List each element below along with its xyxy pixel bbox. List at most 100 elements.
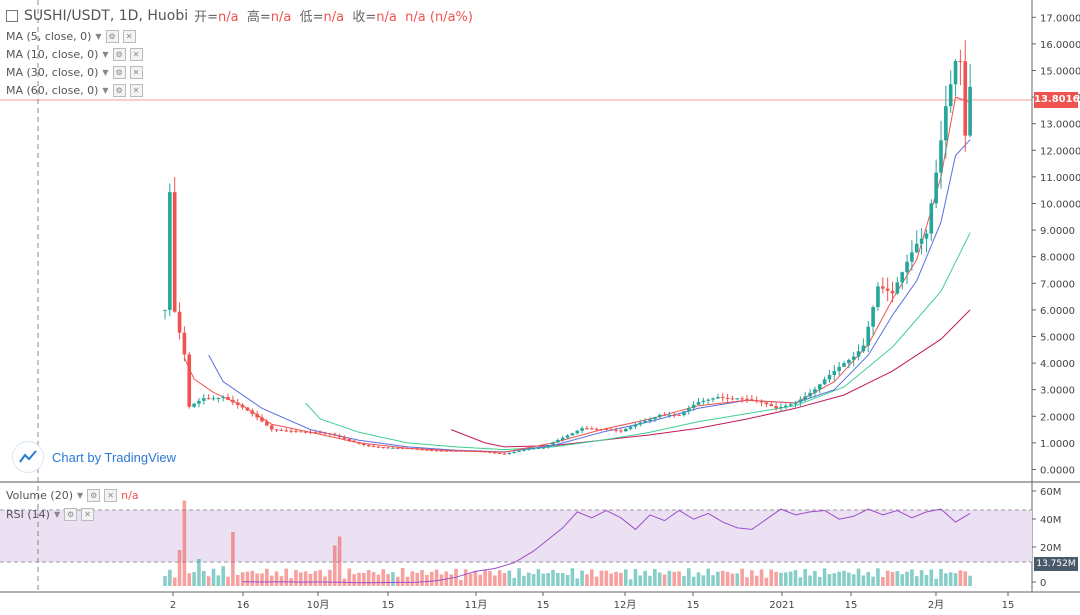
volume-bar — [488, 571, 492, 586]
time-tick-label: 11月 — [465, 599, 488, 611]
volume-bar — [313, 571, 318, 586]
volume-bar — [788, 571, 793, 586]
volume-bar — [609, 573, 613, 586]
volume-bar — [948, 572, 953, 586]
volume-bar — [687, 568, 691, 586]
settings-icon[interactable]: ⚙ — [112, 48, 126, 61]
candle-body — [231, 399, 235, 403]
candle-body — [197, 400, 201, 404]
candle-body — [769, 404, 774, 407]
main-pane[interactable] — [0, 0, 1032, 482]
volume-bar — [905, 571, 909, 586]
volume-bar — [750, 570, 754, 586]
candle-body — [594, 428, 599, 430]
volume-bar — [779, 572, 783, 586]
indicator-ma10[interactable]: MA (10, close, 0) ▼ ⚙ ✕ — [6, 48, 143, 61]
volume-bar — [599, 570, 604, 586]
volume-bar — [784, 572, 788, 586]
indicator-label: MA (30, close, 0) — [6, 66, 99, 79]
candle-body — [444, 450, 449, 452]
candle-body — [876, 286, 880, 308]
candle-body — [541, 447, 546, 449]
volume-bar — [381, 569, 386, 586]
low-label: 低= — [299, 10, 324, 25]
candle-body — [691, 404, 696, 408]
candle-body — [822, 379, 827, 385]
volume-bar — [362, 572, 366, 586]
price-tick-label: 6.0000 — [1040, 306, 1075, 317]
close-icon[interactable]: ✕ — [129, 84, 143, 97]
chevron-down-icon[interactable]: ▼ — [53, 510, 61, 519]
settings-icon[interactable]: ⚙ — [112, 84, 126, 97]
volume-bar — [643, 570, 647, 586]
tradingview-link[interactable]: Chart by TradingView — [52, 449, 177, 465]
candle-body — [468, 450, 473, 452]
volume-bar — [740, 568, 744, 586]
rsi-line-group — [242, 508, 971, 584]
volume-bar — [221, 566, 225, 586]
candle-body — [526, 449, 531, 451]
chevron-down-icon[interactable]: ▼ — [77, 491, 84, 500]
close-label: 收= — [352, 10, 377, 25]
close-icon[interactable]: ✕ — [129, 48, 143, 61]
candle-body — [328, 433, 332, 435]
candle-body — [206, 398, 211, 400]
indicator-ma5[interactable]: MA (5, close, 0) ▼ ⚙ ✕ — [6, 30, 136, 43]
volume-bar — [876, 568, 880, 586]
candle-body — [575, 430, 580, 434]
volume-bar — [332, 545, 337, 586]
indicator-label: MA (5, close, 0) — [6, 30, 92, 43]
volume-bar — [837, 571, 841, 586]
settings-icon[interactable]: ⚙ — [87, 489, 101, 502]
chevron-down-icon[interactable]: ▼ — [102, 86, 109, 95]
close-icon[interactable]: ✕ — [81, 508, 95, 521]
volume-bar — [265, 568, 269, 586]
symbol-title[interactable]: SUSHI/USDT, 1D, Huobi — [24, 7, 189, 24]
candle-body — [473, 451, 478, 453]
price-axis[interactable]: 17.000016.000015.000014.000013.000012.00… — [1032, 13, 1080, 477]
candle-body — [216, 397, 221, 399]
candle-body — [323, 432, 327, 434]
volume-bar — [677, 571, 681, 586]
collapse-icon[interactable] — [6, 9, 18, 22]
settings-icon[interactable]: ⚙ — [105, 30, 119, 43]
volume-axis[interactable]: 60M 40M 20M 0 — [1032, 487, 1061, 589]
volume-bar — [328, 569, 332, 586]
chevron-down-icon[interactable]: ▼ — [102, 50, 109, 59]
chevron-down-icon[interactable]: ▼ — [102, 68, 109, 77]
volume-bar — [682, 576, 686, 586]
candle-body — [386, 447, 390, 449]
candle-body — [226, 397, 230, 400]
volume-bar — [245, 571, 250, 586]
time-axis[interactable]: 2 16 10月 15 11月 15 12月 15 2021 15 2月 15 — [170, 592, 1015, 611]
candle-body — [648, 419, 652, 421]
indicator-rsi[interactable]: RSI (14) ▼ ⚙ ✕ — [6, 508, 95, 521]
volume-bar — [497, 570, 502, 586]
indicator-ma30[interactable]: MA (30, close, 0) ▼ ⚙ ✕ — [6, 66, 143, 79]
close-icon[interactable]: ✕ — [129, 66, 143, 79]
settings-icon[interactable]: ⚙ — [112, 66, 126, 79]
volume-bar — [570, 568, 575, 586]
candles — [163, 40, 972, 455]
candle-body — [963, 61, 968, 136]
close-icon[interactable]: ✕ — [104, 489, 118, 502]
tradingview-badge[interactable]: Chart by TradingView — [12, 441, 176, 473]
settings-icon[interactable]: ⚙ — [64, 508, 78, 521]
candle-body — [429, 450, 434, 452]
volume-bar — [526, 572, 531, 586]
volume-bar — [619, 572, 623, 586]
open-value: n/a — [218, 10, 239, 25]
time-tick-label: 15 — [537, 600, 550, 611]
volume-bar — [299, 572, 303, 586]
volume-bar — [308, 573, 313, 586]
indicator-volume[interactable]: Volume (20) ▼ ⚙ ✕ n/a — [6, 489, 139, 502]
indicator-ma60[interactable]: MA (60, close, 0) ▼ ⚙ ✕ — [6, 84, 143, 97]
candle-body — [633, 424, 638, 427]
chevron-down-icon[interactable]: ▼ — [95, 32, 102, 41]
candle-body — [657, 414, 662, 418]
candle-body — [667, 414, 672, 416]
candle-body — [711, 398, 715, 400]
close-icon[interactable]: ✕ — [122, 30, 136, 43]
volume-bar — [662, 574, 667, 586]
